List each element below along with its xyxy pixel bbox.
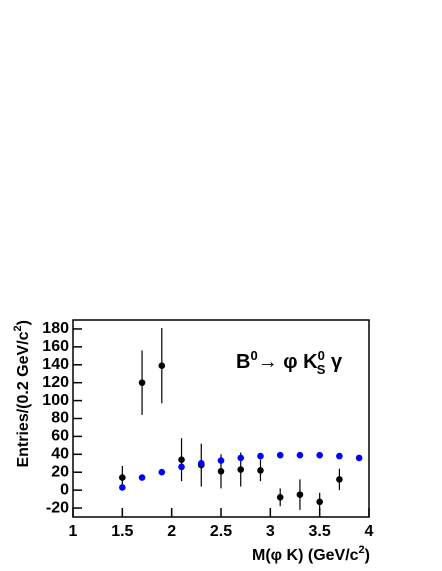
x-tick-label: 4 xyxy=(365,523,374,540)
data-point xyxy=(119,484,126,491)
data-point xyxy=(138,474,146,481)
y-tick-label: 180 xyxy=(42,320,69,337)
y-tick-label: 20 xyxy=(51,463,69,480)
y-tick-label: -20 xyxy=(46,499,69,516)
data-point xyxy=(217,468,225,475)
y-tick-label: 120 xyxy=(42,374,69,391)
data-point xyxy=(217,457,225,464)
annotation: B0→ φ K0 S γ xyxy=(236,348,343,377)
x-tick-label: 1 xyxy=(69,523,78,540)
data-point xyxy=(178,463,185,471)
x-tick-label: 3.5 xyxy=(309,523,331,540)
y-tick-label: 40 xyxy=(51,446,69,463)
data-point xyxy=(257,452,264,460)
data-point xyxy=(158,468,166,476)
y-tick-label: 80 xyxy=(51,410,69,427)
data-point xyxy=(158,362,166,369)
data-point xyxy=(257,467,264,474)
data-point xyxy=(237,466,245,473)
x-tick-label: 2 xyxy=(167,523,176,540)
y-tick-label: 160 xyxy=(42,338,69,355)
data-point xyxy=(296,491,304,498)
data-point xyxy=(276,494,284,501)
data-point xyxy=(119,474,126,481)
data-point xyxy=(296,451,304,459)
data-point xyxy=(197,459,205,467)
y-tick-label: 60 xyxy=(51,428,69,445)
data-point xyxy=(276,451,284,459)
y-tick-label: 140 xyxy=(42,356,69,373)
x-axis-label: M(φ K) (GeV/c2) xyxy=(252,544,370,564)
data-point xyxy=(316,451,323,459)
x-tick-label: 3 xyxy=(266,523,275,540)
data-point xyxy=(237,454,245,462)
y-tick-label: 0 xyxy=(60,481,69,498)
data-point xyxy=(336,476,343,483)
data-point xyxy=(336,452,343,460)
x-tick-label: 1.5 xyxy=(111,523,133,540)
data-point xyxy=(355,454,363,462)
data-point xyxy=(178,456,185,463)
data-point xyxy=(316,498,323,506)
x-tick-label: 2.5 xyxy=(210,523,232,540)
y-axis-label: Entries/(0.2 GeV/c2) xyxy=(12,320,32,468)
y-tick-label: 100 xyxy=(42,392,69,409)
data-point xyxy=(138,379,146,386)
